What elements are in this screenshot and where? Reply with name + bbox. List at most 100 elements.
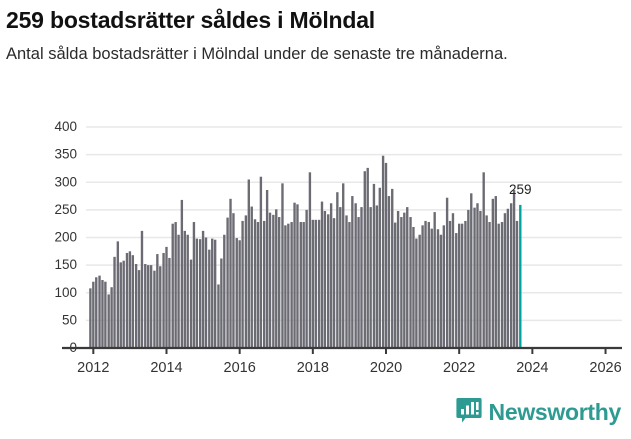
bar	[107, 294, 110, 348]
bar	[290, 222, 293, 348]
page-title: 259 bostadsrätter såldes i Mölndal	[6, 7, 375, 33]
chart-header: 259 bostadsrätter såldes i Mölndal Antal…	[0, 0, 631, 65]
bar	[265, 189, 269, 348]
bar-highlighted	[519, 204, 522, 348]
bar	[357, 217, 360, 348]
x-axis-tick-label: 2012	[77, 360, 109, 376]
bar	[211, 238, 214, 348]
chart-container: 0501001502002503003504002592012201420162…	[0, 120, 631, 390]
bar	[247, 179, 250, 348]
y-axis-tick-label: 300	[54, 174, 77, 189]
y-axis-tick-label: 200	[54, 230, 77, 245]
x-axis-tick-label: 2024	[516, 360, 548, 376]
bar	[92, 281, 95, 348]
bar	[144, 264, 147, 348]
bar	[515, 220, 519, 348]
x-axis-tick-label: 2020	[370, 360, 402, 376]
bar	[110, 287, 113, 348]
bar	[464, 220, 467, 348]
bar	[125, 252, 129, 348]
bar	[400, 217, 403, 348]
bar	[250, 206, 253, 348]
bar	[147, 265, 150, 349]
bar	[442, 225, 446, 348]
bar	[375, 205, 379, 348]
bar	[491, 198, 495, 348]
bar	[387, 196, 391, 348]
newsworthy-logo[interactable]: Newsworthy	[455, 397, 621, 427]
bar	[229, 198, 232, 348]
bar	[506, 208, 510, 348]
bar	[128, 251, 132, 348]
bar	[153, 270, 156, 348]
bar	[268, 212, 272, 348]
bar	[427, 222, 431, 348]
bar	[409, 217, 412, 348]
bar	[235, 238, 238, 348]
bar	[500, 222, 504, 348]
bar	[140, 230, 144, 348]
bar	[159, 266, 162, 348]
value-annotation-label: 259	[509, 182, 532, 197]
bar	[485, 215, 488, 348]
bar	[332, 218, 336, 348]
bar	[445, 197, 449, 348]
bar	[253, 219, 257, 348]
bar	[296, 204, 299, 348]
bar	[259, 176, 263, 348]
y-axis-tick-label: 50	[62, 312, 77, 327]
bar	[116, 241, 120, 348]
bar	[512, 189, 516, 348]
bar	[262, 220, 266, 348]
bar	[396, 210, 400, 348]
bar	[302, 222, 305, 348]
bar	[473, 207, 476, 348]
bar	[165, 246, 168, 348]
bar	[329, 203, 333, 348]
bar	[174, 222, 177, 348]
bar	[223, 234, 226, 348]
bar-chart-speech-bubble-icon	[455, 398, 482, 423]
bar	[354, 203, 357, 348]
bar	[421, 225, 424, 348]
bar	[201, 230, 205, 348]
bar	[351, 196, 354, 348]
bar	[275, 209, 278, 348]
bar	[104, 281, 107, 348]
bar	[217, 284, 220, 348]
bar	[327, 214, 330, 348]
bar	[311, 219, 315, 348]
bar	[180, 199, 184, 348]
bar	[348, 222, 351, 348]
chart-footer: Newsworthy	[0, 391, 631, 439]
bar	[458, 223, 461, 348]
bar	[430, 228, 433, 348]
bar	[433, 212, 436, 348]
bar	[256, 222, 260, 348]
bar	[424, 220, 427, 348]
bar	[241, 220, 244, 348]
bar	[467, 209, 470, 349]
bar	[436, 229, 440, 348]
y-axis-tick-label: 100	[54, 285, 77, 300]
bar	[415, 238, 418, 348]
bar	[244, 215, 248, 348]
bar	[451, 213, 455, 348]
bar	[393, 222, 397, 348]
bar	[95, 277, 98, 348]
bar	[418, 234, 421, 348]
bar	[98, 275, 101, 348]
chart-subtitle: Antal sålda bostadsrätter i Mölndal unde…	[6, 44, 508, 63]
bar	[391, 188, 394, 348]
bar	[186, 234, 189, 348]
bar	[220, 258, 223, 348]
bar	[369, 207, 372, 348]
bar	[149, 265, 153, 349]
bar	[448, 220, 452, 348]
bar	[381, 155, 385, 348]
x-axis-tick-label: 2016	[224, 360, 256, 376]
bar	[406, 207, 409, 348]
bar	[171, 223, 174, 348]
bar	[232, 213, 235, 348]
